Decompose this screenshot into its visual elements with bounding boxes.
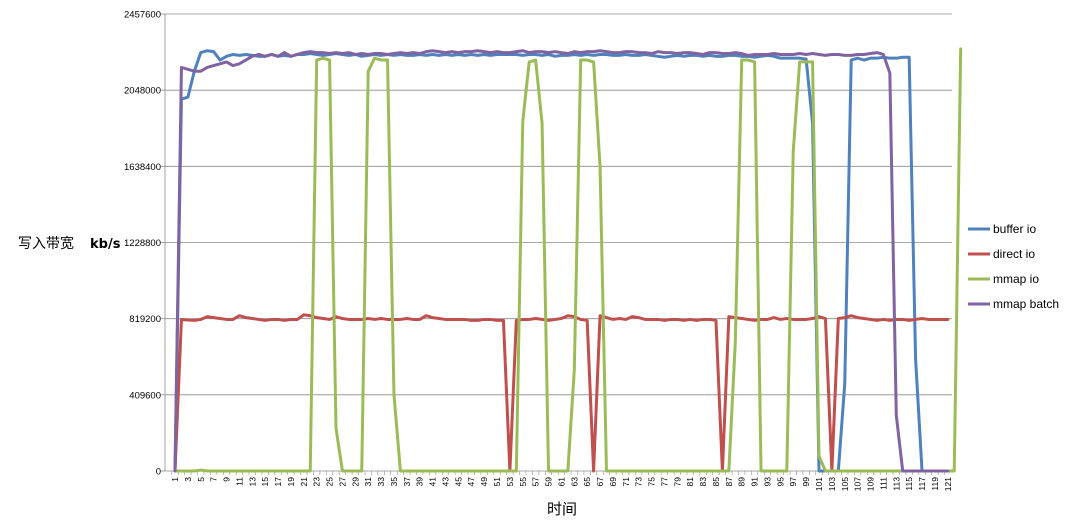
series-line-mmap-batch (173, 49, 950, 473)
x-tick-label: 113 (891, 477, 901, 491)
legend-label: buffer io (993, 222, 1036, 236)
x-tick-label: 13 (247, 477, 257, 487)
legend-label: mmap io (993, 272, 1039, 286)
y-tick-label: 819200 (129, 314, 161, 325)
series-line-buffer-io (173, 49, 950, 473)
x-tick-label: 1 (170, 477, 180, 482)
x-tick-label: 19 (286, 477, 296, 487)
x-tick-label: 61 (556, 477, 566, 487)
x-tick-label: 87 (724, 477, 734, 487)
x-tick-label: 7 (209, 477, 219, 482)
x-tick-label: 117 (917, 477, 927, 491)
x-tick-label: 71 (621, 477, 631, 487)
x-axis-label: 时间 (547, 500, 577, 518)
x-tick-label: 21 (299, 477, 309, 487)
x-tick-label: 75 (647, 477, 657, 487)
x-tick-label: 79 (672, 477, 682, 487)
x-tick-label: 33 (376, 477, 386, 487)
x-tick-label: 107 (853, 477, 863, 491)
x-tick-label: 81 (685, 477, 695, 487)
x-tick-label: 27 (337, 477, 347, 487)
legend-label: mmap batch (993, 297, 1059, 311)
x-tick-label: 43 (440, 477, 450, 487)
x-tick-label: 105 (840, 477, 850, 491)
x-tick-label: 11 (234, 477, 244, 486)
x-tick-label: 85 (711, 477, 721, 487)
x-tick-label: 9 (222, 477, 232, 482)
x-tick-label: 111 (878, 477, 888, 490)
x-tick-label: 5 (196, 477, 206, 482)
x-tick-label: 115 (904, 477, 914, 491)
x-tick-label: 15 (260, 477, 270, 487)
x-tick-label: 49 (479, 477, 489, 487)
x-tick-label: 17 (273, 477, 283, 487)
x-tick-label: 69 (608, 477, 618, 487)
x-tick-label: 97 (788, 477, 798, 487)
x-tick-label: 25 (325, 477, 335, 487)
x-tick-label: 101 (814, 477, 824, 491)
y-tick-label: 0 (156, 467, 161, 478)
x-tick-label: 29 (350, 477, 360, 487)
series-line-direct-io (173, 313, 950, 473)
x-tick-label: 93 (762, 477, 772, 487)
x-tick-label: 95 (775, 477, 785, 487)
x-tick-label: 23 (312, 477, 322, 487)
x-tick-label: 39 (415, 477, 425, 487)
series-lines (173, 47, 963, 473)
x-tick-label: 119 (930, 477, 940, 491)
x-axis-ticks: 1 3 5 7 9 11 13 15 17 19 21 23 25 27 29 31 33 35 37 39 41 43 4… (170, 477, 953, 491)
y-axis-unit: kb/s (90, 237, 121, 252)
y-tick-label: 1228800 (124, 238, 161, 249)
x-tick-label: 109 (866, 477, 876, 491)
x-tick-label: 41 (428, 477, 438, 487)
x-tick-label: 51 (492, 477, 502, 487)
y-tick-label: 2457600 (124, 10, 161, 21)
x-tick-label: 91 (750, 477, 760, 487)
series-line-mmap-io (173, 47, 963, 473)
x-tick-label: 99 (801, 477, 811, 487)
y-tick-label: 1638400 (124, 162, 161, 173)
x-tick-label: 47 (466, 477, 476, 487)
x-tick-label: 57 (531, 477, 541, 487)
x-tick-label: 3 (183, 477, 193, 482)
y-axis-ticks: 0 409600 819200 1228800 1638400 2048000 245760… (124, 10, 161, 478)
x-tick-label: 35 (389, 477, 399, 487)
y-axis-label: 写入带宽 (18, 235, 74, 252)
x-tick-label: 31 (363, 477, 373, 487)
x-tick-label: 73 (634, 477, 644, 487)
y-tick-label: 2048000 (124, 86, 161, 97)
x-tick-label: 63 (569, 477, 579, 487)
x-tick-label: 53 (505, 477, 515, 487)
gridlines (165, 13, 952, 396)
x-tick-label: 83 (698, 477, 708, 487)
x-tick-label: 37 (402, 477, 412, 487)
x-tick-label: 59 (544, 477, 554, 487)
legend: buffer io direct io mmap io mmap batch (968, 222, 1059, 311)
legend-label: direct io (993, 247, 1035, 261)
x-tick-label: 67 (595, 477, 605, 487)
x-tick-label: 65 (582, 477, 592, 487)
x-tick-label: 89 (737, 477, 747, 487)
y-tick-label: 409600 (129, 390, 161, 401)
x-tick-label: 121 (943, 477, 953, 491)
x-tick-label: 55 (518, 477, 528, 487)
x-tick-label: 77 (659, 477, 669, 487)
x-tick-label: 45 (453, 477, 463, 487)
x-tick-label: 103 (827, 477, 837, 491)
